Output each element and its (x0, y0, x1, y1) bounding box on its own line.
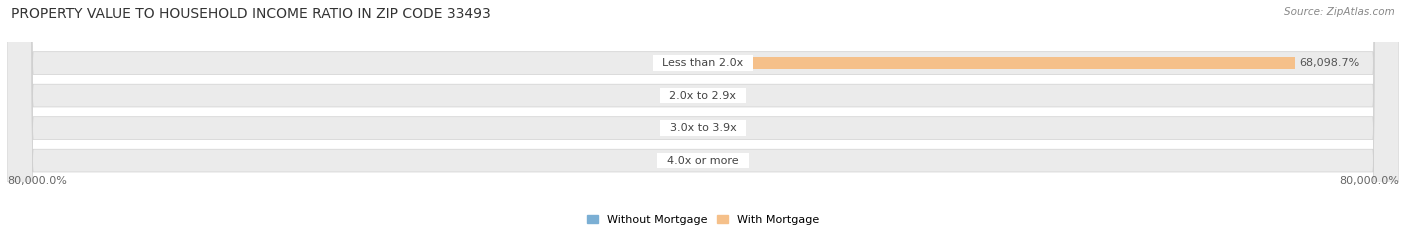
Text: 10.1%: 10.1% (707, 156, 742, 166)
Text: 68,098.7%: 68,098.7% (1299, 58, 1360, 68)
Text: 10.1%: 10.1% (707, 123, 742, 133)
Text: 55.7%: 55.7% (707, 91, 742, 101)
Legend: Without Mortgage, With Mortgage: Without Mortgage, With Mortgage (582, 210, 824, 229)
Text: 3.0x to 3.9x: 3.0x to 3.9x (662, 123, 744, 133)
Text: 28.1%: 28.1% (664, 156, 699, 166)
FancyBboxPatch shape (7, 0, 1399, 233)
Text: 4.0x or more: 4.0x or more (661, 156, 745, 166)
Bar (703, 57, 1295, 69)
Text: Source: ZipAtlas.com: Source: ZipAtlas.com (1284, 7, 1395, 17)
FancyBboxPatch shape (7, 0, 1399, 233)
Text: PROPERTY VALUE TO HOUSEHOLD INCOME RATIO IN ZIP CODE 33493: PROPERTY VALUE TO HOUSEHOLD INCOME RATIO… (11, 7, 491, 21)
Text: 80,000.0%: 80,000.0% (7, 176, 67, 186)
Text: 2.0x to 2.9x: 2.0x to 2.9x (662, 91, 744, 101)
Text: 39.5%: 39.5% (664, 58, 699, 68)
Text: 16.7%: 16.7% (664, 91, 699, 101)
Text: 15.7%: 15.7% (664, 123, 699, 133)
FancyBboxPatch shape (7, 0, 1399, 233)
FancyBboxPatch shape (7, 0, 1399, 233)
Text: 80,000.0%: 80,000.0% (1339, 176, 1399, 186)
Text: Less than 2.0x: Less than 2.0x (655, 58, 751, 68)
